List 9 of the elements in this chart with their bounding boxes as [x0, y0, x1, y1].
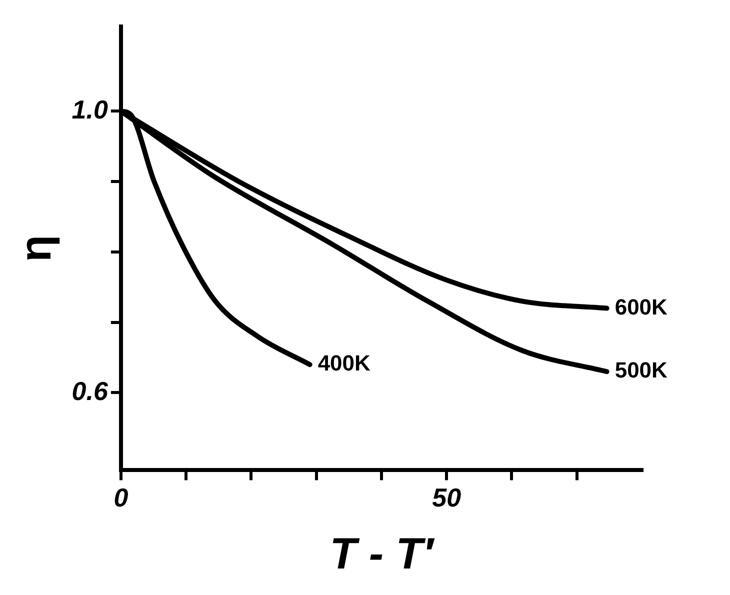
y-axis-title: η	[12, 234, 61, 262]
x-axis-title: T - T′	[330, 530, 436, 579]
y-tick-label: 0.6	[72, 376, 108, 406]
y-tick-label: 1.0	[72, 94, 108, 124]
x-tick-label: 0	[114, 482, 129, 512]
series-label: 600K	[614, 294, 668, 320]
series-label: 400K	[318, 350, 371, 376]
series-label: 500K	[614, 358, 668, 383]
x-tick-label: 50	[432, 482, 462, 512]
